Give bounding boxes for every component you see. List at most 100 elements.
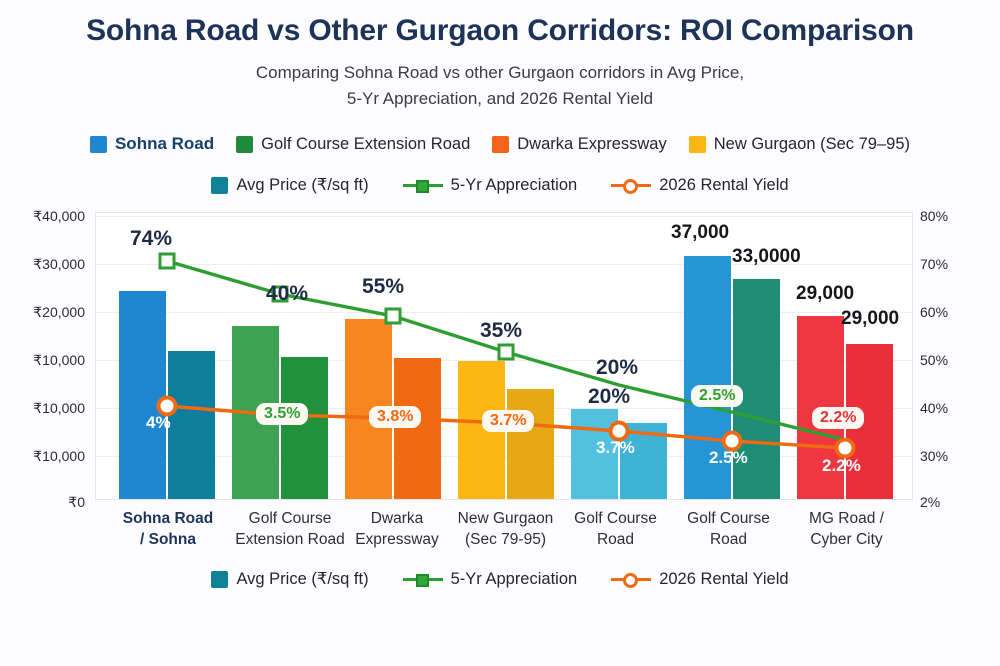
x-axis-label-new-gurgaon: New Gurgaon (Sec 79-95) xyxy=(443,508,568,550)
y-axis-left-tick: ₹10,000 xyxy=(33,448,85,464)
bar-avg-price-secondary[interactable] xyxy=(620,423,667,499)
legend-swatch-icon xyxy=(688,135,706,153)
y-axis-left-tick: ₹30,000 xyxy=(33,256,85,272)
x-axis-label-golf-course-road-1: Golf Course Road xyxy=(558,508,673,550)
y-axis-right-tick: 70% xyxy=(920,256,949,272)
y-axis-left-tick: ₹10,000 xyxy=(33,400,85,416)
legend-label: 2026 Rental Yield xyxy=(659,175,789,194)
legend-item-sohna-road[interactable]: Sohna Road xyxy=(89,134,215,154)
data-label-rental-yield: 2.5% xyxy=(709,448,748,467)
y-axis-right-tick: 60% xyxy=(920,304,949,320)
bar-avg-price-secondary[interactable] xyxy=(281,357,328,499)
legend-label: 5-Yr Appreciation xyxy=(450,175,578,194)
x-axis-label-line: New Gurgaon xyxy=(457,510,554,527)
legend-label: Avg Price (₹/sq ft) xyxy=(236,570,369,588)
x-axis-label-line: Extension Road xyxy=(235,531,345,548)
data-label-appreciation: 20% xyxy=(596,356,639,379)
data-label-appreciation: 55% xyxy=(362,275,405,298)
legend-swatch-icon xyxy=(236,135,254,153)
x-axis-label-line: Golf Course xyxy=(574,510,657,527)
y-axis-right-tick: 50% xyxy=(920,352,949,368)
x-axis-label-line: Road xyxy=(709,531,748,548)
y-axis-left-tick: ₹20,000 xyxy=(33,304,85,320)
legend-label: 5-Yr Appreciation xyxy=(450,569,578,588)
legend-item-5yr-appreciation[interactable]: 5-Yr Appreciation xyxy=(402,175,578,195)
chart-subtitle-line-1: Comparing Sohna Road vs other Gurgaon co… xyxy=(255,63,745,82)
legend-item-avg-price[interactable]: Avg Price (₹/sq ft) xyxy=(211,175,369,195)
legend-label: 2026 Rental Yield xyxy=(659,569,789,588)
category-legend: Sohna Road Golf Course Extension Road Dw… xyxy=(0,134,1000,154)
line-square-marker-icon xyxy=(402,571,443,587)
legend-label: Golf Course Extension Road xyxy=(261,134,471,153)
gridline xyxy=(96,216,912,217)
data-label-appreciation: 20% xyxy=(588,385,631,408)
x-axis-label-line: Road xyxy=(596,531,635,548)
legend-label: Dwarka Expressway xyxy=(517,134,667,153)
legend-label: Sohna Road xyxy=(114,134,215,153)
y-axis-right-tick: 2% xyxy=(920,494,941,510)
x-axis-label-line: Sohna Road xyxy=(122,510,214,527)
legend-label: Avg Price (₹/sq ft) xyxy=(236,176,369,194)
legend-swatch-icon xyxy=(89,135,107,153)
y-axis-left-tick: ₹10,000 xyxy=(33,352,85,368)
x-axis-label-mg-road-cyber-city: MG Road / Cyber City xyxy=(789,508,904,550)
data-label-rental-yield: 2.2% xyxy=(822,456,861,475)
x-axis-label-line: (Sec 79-95) xyxy=(465,531,546,548)
data-label-appreciation: 74% xyxy=(130,227,173,250)
data-label-appreciation: 35% xyxy=(480,319,523,342)
x-axis-label-line: MG Road / xyxy=(809,510,884,527)
x-axis-label-golf-course-extension-road: Golf Course Extension Road xyxy=(215,508,365,550)
x-axis-label-line: Golf Course xyxy=(248,510,332,527)
line-square-marker-icon xyxy=(402,177,443,193)
data-label-rental-yield: 3.7% xyxy=(482,410,535,432)
x-axis-label-golf-course-road-2: Golf Course Road xyxy=(671,508,786,550)
data-label-rental-yield: 2.5% xyxy=(691,385,744,407)
legend-item-2026-rental-yield[interactable]: 2026 Rental Yield xyxy=(611,175,789,195)
data-label-rental-yield: 3.8% xyxy=(369,406,422,428)
y-axis-left-tick: ₹40,000 xyxy=(33,208,85,224)
data-label-avg-price: 29,000 xyxy=(841,308,900,329)
data-label-rental-yield: 3.5% xyxy=(256,403,309,425)
series-legend-bottom: Avg Price (₹/sq ft) 5-Yr Appreciation 20… xyxy=(0,569,1000,589)
bar-avg-price-secondary[interactable] xyxy=(394,358,441,499)
data-label-rental-yield: 4% xyxy=(146,413,171,432)
legend-item-new-gurgaon[interactable]: New Gurgaon (Sec 79–95) xyxy=(688,134,911,154)
y-axis-left-tick: ₹0 xyxy=(68,494,85,510)
legend-item-5yr-appreciation[interactable]: 5-Yr Appreciation xyxy=(402,569,578,589)
square-swatch-icon xyxy=(211,176,229,194)
y-axis-right-tick: 80% xyxy=(920,208,949,224)
x-axis-label-line: Expressway xyxy=(355,531,439,548)
data-label-rental-yield: 2.2% xyxy=(812,407,865,429)
x-axis-label-line: Cyber City xyxy=(810,531,883,548)
bar-avg-price-secondary[interactable] xyxy=(168,351,215,499)
line-circle-marker-icon xyxy=(611,571,652,588)
plot-area: 74% 40% 55% 35% 20% 37,000 33,0000 29,00… xyxy=(95,212,913,500)
data-label-avg-price: 29,000 xyxy=(796,283,855,304)
chart-subtitle-line-2: 5-Yr Appreciation, and 2026 Rental Yield xyxy=(346,89,654,108)
legend-label: New Gurgaon (Sec 79–95) xyxy=(713,134,911,153)
legend-swatch-icon xyxy=(492,135,510,153)
legend-item-avg-price[interactable]: Avg Price (₹/sq ft) xyxy=(211,569,369,589)
square-swatch-icon xyxy=(211,570,229,588)
data-label-rental-yield: 3.7% xyxy=(596,438,635,457)
bar-avg-price-secondary[interactable] xyxy=(507,389,554,499)
chart-title: Sohna Road vs Other Gurgaon Corridors: R… xyxy=(86,14,914,47)
data-label-appreciation: 40% xyxy=(266,282,309,305)
x-axis-label-line: / Sohna xyxy=(140,531,196,548)
y-axis-right-tick: 40% xyxy=(920,400,949,416)
data-label-avg-price: 33,0000 xyxy=(732,246,801,267)
legend-item-golf-course-extension-road[interactable]: Golf Course Extension Road xyxy=(236,135,470,154)
legend-item-2026-rental-yield[interactable]: 2026 Rental Yield xyxy=(611,569,789,589)
data-label-avg-price: 37,000 xyxy=(671,222,730,243)
line-circle-marker-icon xyxy=(611,177,652,194)
series-legend-top: Avg Price (₹/sq ft) 5-Yr Appreciation 20… xyxy=(0,175,1000,195)
bar-avg-price-primary[interactable] xyxy=(119,291,166,499)
y-axis-right-tick: 30% xyxy=(920,448,949,464)
x-axis-label-line: Golf Course xyxy=(687,510,770,527)
legend-item-dwarka-expressway[interactable]: Dwarka Expressway xyxy=(492,134,667,154)
x-axis-label-line: Dwarka xyxy=(370,510,424,527)
chart-subtitle: Comparing Sohna Road vs other Gurgaon co… xyxy=(0,60,1000,112)
x-axis-label-sohna-road: Sohna Road / Sohna xyxy=(98,508,238,550)
x-axis-label-dwarka-expressway: Dwarka Expressway xyxy=(337,508,457,550)
